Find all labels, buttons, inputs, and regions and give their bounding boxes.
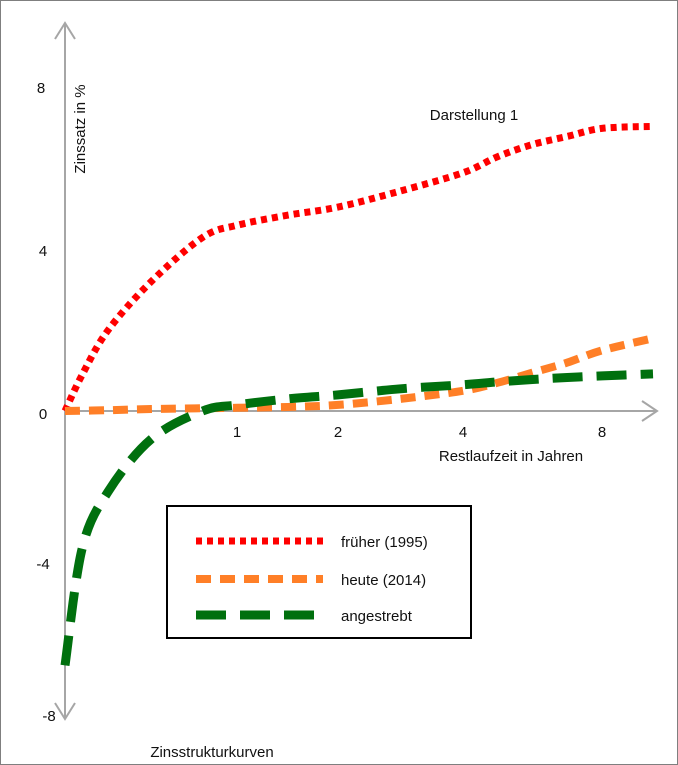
x-tick-label: 4: [459, 424, 467, 441]
x-axis-arrow: [641, 400, 659, 422]
y-tick-labels: 8 4 0 -4 -8: [36, 80, 55, 725]
series-line-1: [61, 122, 654, 413]
y-axis-arrow-top: [54, 21, 76, 40]
legend-label-2: heute (2014): [341, 572, 426, 589]
y-tick-label: -8: [42, 708, 55, 725]
chart-title: Darstellung 1: [430, 107, 518, 124]
x-tick-label: 2: [334, 424, 342, 441]
y-tick-label: 4: [39, 243, 47, 260]
x-axis-label: Restlaufzeit in Jahren: [439, 448, 583, 465]
legend: früher (1995) heute (2014) angestrebt: [166, 505, 472, 639]
y-axis-label: Zinssatz in %: [72, 84, 89, 173]
chart-caption: Zinsstrukturkurven: [150, 744, 273, 761]
series-line-3: [60, 369, 654, 667]
series-layer: [60, 122, 654, 667]
legend-label-1: früher (1995): [341, 534, 428, 551]
x-tick-label: 8: [598, 424, 606, 441]
x-tick-label: 1: [233, 424, 241, 441]
y-tick-label: 8: [37, 80, 45, 97]
legend-label-3: angestrebt: [341, 608, 413, 625]
y-tick-label: -4: [36, 556, 49, 573]
y-axis-arrow-bottom: [54, 702, 76, 721]
y-tick-label: 0: [39, 406, 47, 423]
series-line-2: [64, 334, 654, 415]
x-tick-labels: 1 2 4 8: [233, 424, 606, 441]
